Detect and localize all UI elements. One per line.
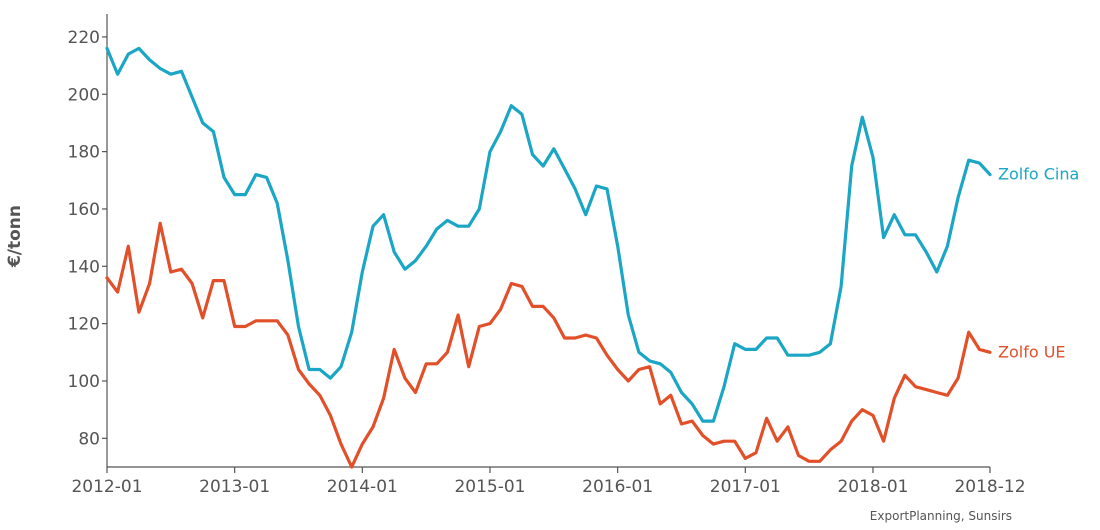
- y-tick-label: 160: [68, 200, 100, 220]
- y-tick-label: 200: [68, 85, 100, 105]
- series-label-zolfo-ue: Zolfo UE: [998, 342, 1066, 361]
- x-axis: 2012-01 2013-01 2014-01 2015-01 2016-01 2017-…: [71, 466, 1026, 497]
- series-line-zolfo-cina: [105, 46, 992, 423]
- y-tick-label: 140: [68, 257, 100, 277]
- x-tick-label: 2013-01: [199, 477, 270, 497]
- y-tick-label: 120: [68, 315, 100, 335]
- x-tick-label: 2016-01: [582, 477, 653, 497]
- x-tick-label: 2015-01: [454, 477, 525, 497]
- y-axis-label: €/tonn: [5, 205, 25, 268]
- x-tick-label: 2014-01: [327, 477, 398, 497]
- y-tick-label: 80: [78, 429, 100, 449]
- y-tick-label: 180: [68, 143, 100, 163]
- x-tick-label: 2017-01: [710, 477, 781, 497]
- series-line-zolfo-ue: [105, 221, 992, 469]
- y-tick-label: 220: [68, 28, 100, 48]
- x-tick-label: 2018-12: [954, 477, 1025, 497]
- x-tick-label: 2012-01: [71, 477, 142, 497]
- x-tick-label: 2018-01: [837, 477, 908, 497]
- series-label-zolfo-cina: Zolfo Cina: [998, 165, 1079, 184]
- y-axis: 80 100 120 140 160 180 200 220: [68, 14, 108, 467]
- source-note: ExportPlanning, Sunsirs: [870, 509, 1012, 523]
- series-layer: Zolfo Cina Zolfo UE: [105, 46, 1079, 469]
- y-tick-label: 100: [68, 372, 100, 392]
